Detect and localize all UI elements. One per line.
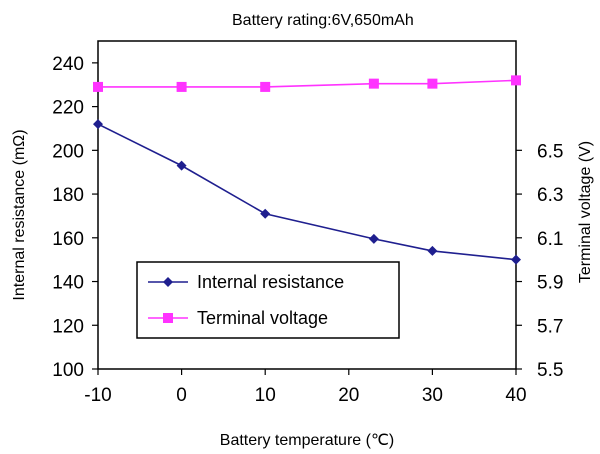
y-left-tick-label: 100 — [52, 360, 84, 381]
y-left-axis-title: Internal resistance (mΩ) — [11, 129, 28, 300]
y-left-tick-label: 240 — [52, 54, 84, 75]
x-tick-label: 10 — [255, 385, 276, 406]
y-left-tick-label: 160 — [52, 229, 84, 250]
y-right-axis-title: Terminal voltage (V) — [577, 141, 594, 283]
y-left-tick-label: 220 — [52, 98, 84, 119]
data-point-internal-resistance — [176, 160, 187, 171]
y-right-axis-ticks: 5.5 5.7 5.9 6.1 6.3 6.5 — [516, 141, 563, 381]
x-tick-label: 20 — [338, 385, 359, 406]
legend: Internal resistance Terminal voltage — [136, 261, 400, 339]
series-layer — [93, 75, 521, 265]
data-point-internal-resistance — [427, 245, 438, 256]
data-point-terminal-voltage — [427, 78, 438, 89]
legend-marker-terminal-voltage — [163, 313, 173, 323]
legend-label-internal-resistance: Internal resistance — [197, 272, 344, 292]
y-right-tick-label: 5.5 — [537, 360, 563, 381]
y-left-tick-label: 200 — [52, 141, 84, 162]
x-tick-label: 0 — [176, 385, 187, 406]
y-right-tick-label: 5.9 — [537, 273, 563, 294]
x-tick-label: 40 — [505, 385, 526, 406]
legend-box — [136, 261, 400, 339]
legend-label-terminal-voltage: Terminal voltage — [197, 308, 328, 328]
data-point-internal-resistance — [511, 254, 521, 265]
data-point-internal-resistance — [93, 119, 103, 130]
x-axis-title: Battery temperature (℃) — [220, 432, 394, 449]
y-left-tick-label: 140 — [52, 273, 84, 294]
x-tick-label: -10 — [84, 385, 111, 406]
legend-marker-internal-resistance — [163, 277, 173, 287]
data-point-terminal-voltage — [260, 81, 271, 92]
series-line-terminal-voltage — [98, 79, 517, 88]
data-point-internal-resistance — [260, 208, 271, 219]
series-line-internal-resistance — [97, 123, 517, 261]
y-left-axis-ticks: 100 120 140 160 180 200 220 240 — [52, 54, 98, 381]
x-axis-ticks: -10 0 10 20 30 40 — [84, 369, 527, 406]
y-left-tick-label: 180 — [52, 185, 84, 206]
y-right-tick-label: 6.3 — [537, 185, 563, 206]
data-point-terminal-voltage — [176, 81, 187, 92]
data-point-internal-resistance — [368, 233, 379, 244]
y-left-tick-label: 120 — [52, 316, 84, 337]
data-point-terminal-voltage — [93, 81, 103, 92]
y-right-tick-label: 5.7 — [537, 316, 563, 337]
data-point-terminal-voltage — [511, 75, 521, 86]
y-right-tick-label: 6.5 — [537, 141, 563, 162]
y-right-tick-label: 6.1 — [537, 229, 563, 250]
data-point-terminal-voltage — [368, 78, 379, 89]
x-tick-label: 30 — [422, 385, 443, 406]
chart-subtitle: Battery rating:6V,650mAh — [232, 12, 414, 29]
